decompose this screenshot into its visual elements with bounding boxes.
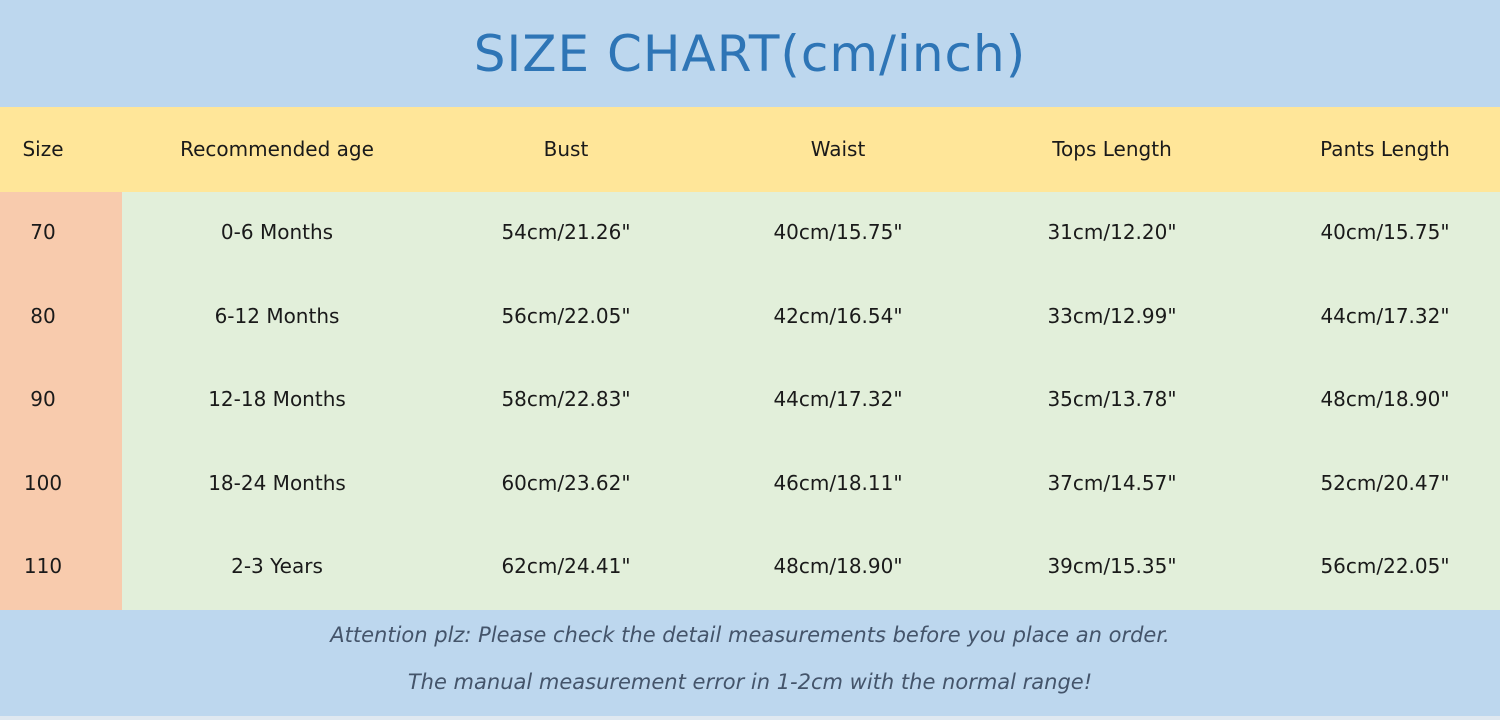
cell-bust: 54cm/21.26" <box>501 220 631 244</box>
notes-band: Attention plz: Please check the detail m… <box>0 610 1500 716</box>
cell-age: 6-12 Months <box>214 303 340 328</box>
cell-size: 90 <box>30 387 56 411</box>
cell-pants-length: 52cm/20.47" <box>1320 470 1450 495</box>
chart-title: SIZE CHART(cm/inch) <box>473 24 1027 83</box>
note-measurement-error: The manual measurement error in 1-2cm wi… <box>407 670 1093 694</box>
cell-size: 100 <box>23 470 63 495</box>
cell-waist: 44cm/17.32" <box>773 387 903 411</box>
cell-size: 110 <box>23 554 63 578</box>
cell-size: 80 <box>30 303 56 328</box>
column-header-pants-length: Pants Length <box>1320 137 1450 161</box>
cell-age: 2-3 Years <box>231 554 323 578</box>
column-header-tops-length: Tops Length <box>1052 137 1172 161</box>
cell-pants-length: 40cm/15.75" <box>1320 220 1450 244</box>
cell-pants-length: 56cm/22.05" <box>1320 554 1450 578</box>
cell-bust: 60cm/23.62" <box>501 470 631 495</box>
column-header-age: Recommended age <box>180 137 374 161</box>
column-header-size: Size <box>22 137 64 161</box>
cell-waist: 40cm/15.75" <box>773 220 903 244</box>
cell-tops-length: 33cm/12.99" <box>1047 303 1177 328</box>
title-band: SIZE CHART(cm/inch) <box>0 0 1500 107</box>
cell-waist: 48cm/18.90" <box>773 554 903 578</box>
size-column-background <box>0 192 122 610</box>
cell-tops-length: 39cm/15.35" <box>1047 554 1177 578</box>
cell-waist: 46cm/18.11" <box>773 470 903 495</box>
cell-tops-length: 37cm/14.57" <box>1047 470 1177 495</box>
cell-tops-length: 31cm/12.20" <box>1047 220 1177 244</box>
cell-age: 12-18 Months <box>208 387 346 411</box>
cell-bust: 58cm/22.83" <box>501 387 631 411</box>
cell-age: 0-6 Months <box>220 220 334 244</box>
cell-pants-length: 48cm/18.90" <box>1320 387 1450 411</box>
cell-bust: 56cm/22.05" <box>501 303 631 328</box>
cell-tops-length: 35cm/13.78" <box>1047 387 1177 411</box>
table-header <box>0 107 1500 192</box>
cell-size: 70 <box>30 220 56 244</box>
cell-pants-length: 44cm/17.32" <box>1320 303 1450 328</box>
column-header-waist: Waist <box>810 137 866 161</box>
column-header-bust: Bust <box>543 137 589 161</box>
note-attention: Attention plz: Please check the detail m… <box>330 623 1170 647</box>
cell-waist: 42cm/16.54" <box>773 303 903 328</box>
table-body <box>0 192 1500 610</box>
cell-bust: 62cm/24.41" <box>501 554 631 578</box>
cell-age: 18-24 Months <box>208 470 346 495</box>
